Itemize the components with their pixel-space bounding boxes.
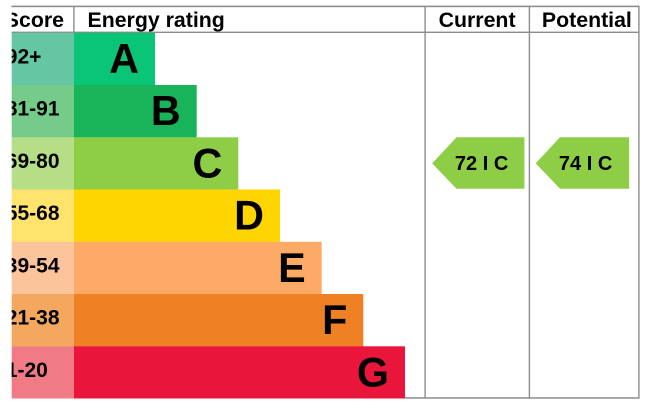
svg-text:G: G	[357, 349, 389, 395]
svg-text:A: A	[109, 36, 139, 82]
svg-text:74 I C: 74 I C	[559, 153, 612, 175]
svg-text:55-68: 55-68	[6, 202, 60, 225]
svg-text:B: B	[151, 88, 181, 134]
svg-text:F: F	[322, 297, 347, 343]
svg-text:39-54: 39-54	[6, 254, 60, 277]
svg-text:1-20: 1-20	[6, 359, 48, 382]
svg-text:92+: 92+	[6, 45, 42, 68]
svg-text:69-80: 69-80	[6, 150, 60, 173]
svg-text:D: D	[234, 193, 264, 239]
svg-text:72 I C: 72 I C	[455, 153, 508, 175]
svg-text:E: E	[278, 245, 306, 291]
svg-text:Current: Current	[439, 8, 516, 32]
svg-text:C: C	[192, 140, 222, 186]
svg-text:Potential: Potential	[542, 8, 632, 32]
svg-text:Score: Score	[5, 8, 64, 32]
svg-text:81-91: 81-91	[6, 98, 60, 121]
svg-text:21-38: 21-38	[6, 307, 60, 330]
svg-text:Energy rating: Energy rating	[88, 8, 225, 32]
